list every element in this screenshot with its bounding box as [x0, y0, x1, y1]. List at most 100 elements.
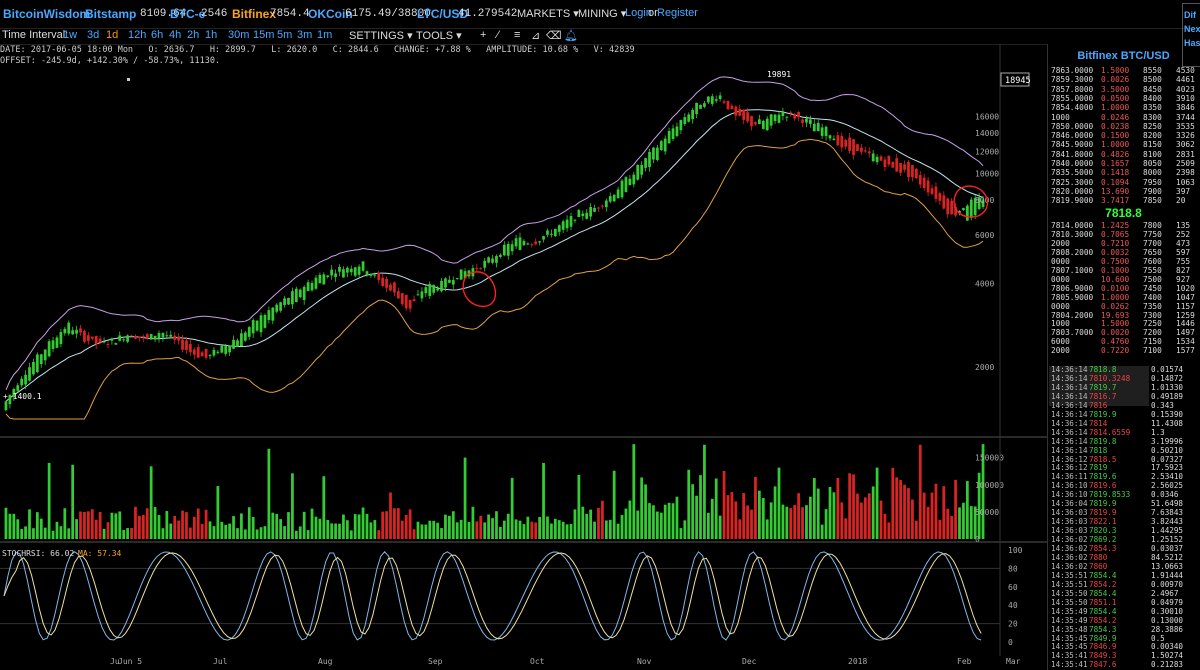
bid-row[interactable]: 7810.3000 0.7065 7750 252: [1051, 230, 1199, 240]
ticker-btce-link[interactable]: BTC-e: [170, 7, 206, 21]
bid-row[interactable]: 2000 0.7210 7700 473: [1051, 239, 1199, 249]
ask-row[interactable]: 7855.0000 0.0500 8400 3910: [1051, 94, 1199, 104]
tools-menu[interactable]: TOOLS ▾: [416, 30, 462, 42]
ask-row[interactable]: 7825.3000 0.1094 7950 1063: [1051, 178, 1199, 188]
volume-bar: [228, 523, 232, 539]
side-link-dif[interactable]: Dif: [1184, 10, 1196, 20]
bid-row[interactable]: 2000 0.7220 7100 1577: [1051, 346, 1199, 356]
bid-amount: 0.0020: [1101, 328, 1130, 338]
volume-bar: [326, 519, 330, 539]
interval-4h[interactable]: 4h: [169, 29, 182, 41]
candle-body: [389, 284, 392, 291]
trade-price: 7816.7: [1089, 391, 1117, 401]
ask-row[interactable]: 7841.8000 0.4826 8100 2831: [1051, 150, 1199, 160]
ask-row[interactable]: 7845.9000 1.0000 8150 3062: [1051, 140, 1199, 150]
ask-row[interactable]: 7850.0000 0.0238 8250 3535: [1051, 122, 1199, 132]
ticker-okcoin-link[interactable]: OKCoin: [308, 7, 353, 21]
bid-row[interactable]: 7805.9000 1.0000 7400 1047: [1051, 293, 1199, 303]
candle-body: [43, 349, 47, 361]
bid-row[interactable]: 0000 10.600 7500 927: [1051, 275, 1199, 285]
volume-bar: [608, 519, 612, 539]
price-chart[interactable]: 2000400060008000100001200014000160001894…: [0, 44, 1047, 670]
candle-body: [714, 99, 718, 101]
interval-1d[interactable]: 1d: [106, 29, 119, 41]
ask-row[interactable]: 7846.0000 0.1500 8200 3326: [1051, 131, 1199, 141]
bid-total: 1577: [1176, 346, 1195, 356]
bid-row[interactable]: 7814.0000 1.2425 7800 135: [1051, 221, 1199, 231]
bid-row[interactable]: 7807.1000 0.1000 7550 827: [1051, 266, 1199, 276]
login-link[interactable]: Login: [625, 7, 652, 19]
interval-3d[interactable]: 3d: [87, 29, 100, 41]
bid-row[interactable]: 7808.2000 0.0032 7650 597: [1051, 248, 1199, 258]
interval-12h[interactable]: 12h: [128, 29, 147, 41]
ask-row[interactable]: 7859.3000 0.0026 8500 4461: [1051, 75, 1199, 85]
ask-row[interactable]: 1000 0.0246 8300 3744: [1051, 113, 1199, 123]
interval-2h[interactable]: 2h: [187, 29, 200, 41]
candle-body: [632, 174, 636, 185]
bid-row[interactable]: 7804.2000 19.693 7300 1259: [1051, 311, 1199, 321]
interval-15m[interactable]: 15m: [253, 29, 275, 41]
candle-body: [601, 205, 604, 207]
trade-time: 14:36:11: [1051, 472, 1088, 482]
fib-tool-icon[interactable]: ⊿: [531, 30, 541, 42]
candle-body: [671, 128, 675, 139]
trade-time: 14:36:10: [1051, 490, 1088, 500]
interval-1h[interactable]: 1h: [205, 29, 218, 41]
bid-row[interactable]: 6000 0.4760 7150 1534: [1051, 337, 1199, 347]
volume-bar: [271, 512, 275, 539]
bid-row[interactable]: 7806.9000 0.0100 7450 1020: [1051, 284, 1199, 294]
bid-row[interactable]: 7803.7000 0.0020 7200 1497: [1051, 328, 1199, 338]
interval-3m[interactable]: 3m: [297, 29, 313, 41]
ticker-bitstamp-link[interactable]: Bitstamp: [85, 7, 137, 21]
trade-amount: 13.0663: [1151, 561, 1184, 571]
volume-bar: [283, 526, 286, 539]
bid-price: 7806.9000: [1051, 283, 1094, 293]
register-link[interactable]: Register: [657, 7, 698, 19]
line-tool-icon[interactable]: ⁄: [497, 29, 499, 41]
ray-tool-icon[interactable]: ≡: [514, 29, 521, 41]
ask-row[interactable]: 7819.9000 3.7417 7850 20: [1051, 196, 1199, 206]
cursor-marker: [127, 78, 130, 81]
trade-price: 7818: [1089, 445, 1108, 455]
plus-icon[interactable]: +: [480, 29, 487, 41]
ask-row[interactable]: 7863.0000 1.5000 8550 4530: [1051, 66, 1199, 76]
interval-30m[interactable]: 30m: [228, 29, 250, 41]
ask-price: 7835.5000: [1051, 168, 1094, 178]
trade-time: 14:36:14: [1051, 445, 1088, 455]
candle-body: [930, 188, 934, 194]
markets-menu[interactable]: MARKETS ▾: [517, 8, 579, 20]
ask-row[interactable]: 7840.0000 0.1657 8050 2509: [1051, 159, 1199, 169]
eraser-icon[interactable]: ⌫: [546, 30, 562, 42]
trade-time: 14:35:51: [1051, 570, 1088, 580]
interval-6h[interactable]: 6h: [151, 29, 164, 41]
volume-bar: [16, 519, 20, 539]
ticker-bitfinex-link[interactable]: Bitfinex: [232, 7, 277, 21]
bid-row[interactable]: 0000 0.7500 7600 755: [1051, 257, 1199, 267]
interval-1w[interactable]: 1w: [63, 29, 78, 41]
side-link-nex[interactable]: Nex: [1184, 24, 1200, 34]
settings-menu[interactable]: SETTINGS ▾: [349, 30, 413, 42]
brand-logo[interactable]: BitcoinWisdom: [3, 7, 91, 21]
side-link-has[interactable]: Has: [1184, 38, 1200, 48]
candle-body: [271, 307, 275, 321]
volume-bar: [440, 528, 443, 539]
candle-body: [24, 374, 27, 385]
interval-1m[interactable]: 1m: [317, 29, 333, 41]
volume-bar: [954, 479, 957, 539]
bid-row[interactable]: 0000 0.0262 7350 1157: [1051, 302, 1199, 312]
ask-row[interactable]: 7820.0000 13.690 7900 397: [1051, 187, 1199, 197]
volume-bar: [683, 520, 687, 539]
bell-icon[interactable]: 🔔︎: [564, 30, 578, 42]
mining-menu[interactable]: MINING ▾: [578, 8, 627, 20]
volume-bar: [314, 516, 318, 539]
ask-row[interactable]: 7857.8000 3.5000 8450 4023: [1051, 85, 1199, 95]
candle-body: [204, 348, 208, 358]
ticker-ltcusd-link[interactable]: LTC/USD: [417, 7, 469, 21]
interval-5m[interactable]: 5m: [277, 29, 293, 41]
bid-row[interactable]: 1000 1.5000 7250 1446: [1051, 319, 1199, 329]
price-tick-label: 12000: [975, 147, 999, 156]
volume-bar: [891, 467, 895, 539]
ask-row[interactable]: 7854.4000 1.0000 8350 3846: [1051, 103, 1199, 113]
ask-row[interactable]: 7835.5000 0.1418 8000 2398: [1051, 168, 1199, 178]
bid-total: 1446: [1176, 319, 1195, 329]
